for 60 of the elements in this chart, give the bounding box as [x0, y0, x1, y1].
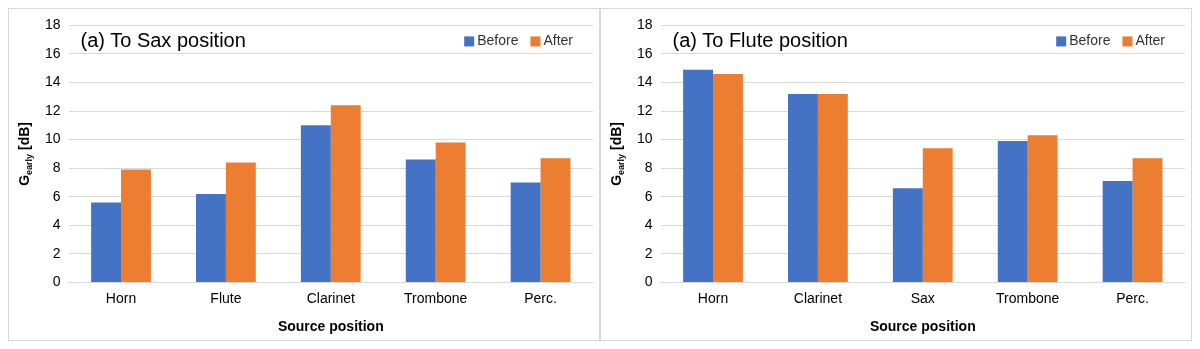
y-tick-label: 6 — [52, 187, 61, 204]
y-tick-label: 12 — [44, 101, 61, 118]
bar — [300, 125, 331, 282]
y-tick-label: 6 — [644, 187, 653, 204]
y-tick-label: 2 — [644, 244, 653, 261]
y-tick-label: 8 — [644, 159, 653, 176]
bar — [510, 182, 541, 282]
bar — [1027, 135, 1058, 282]
y-tick-label: 0 — [52, 273, 61, 290]
bar — [405, 159, 436, 282]
bar — [892, 188, 923, 282]
bar — [330, 105, 361, 282]
y-axis-title: Gearly [dB] — [607, 121, 627, 186]
bar — [435, 142, 466, 282]
x-tick-label: Perc. — [1116, 289, 1149, 306]
y-axis-title: Gearly [dB] — [15, 121, 35, 186]
chart-title: (a) To Flute position — [672, 28, 848, 51]
y-tick-label: 2 — [52, 244, 61, 261]
bar — [225, 162, 256, 282]
bar — [91, 202, 122, 282]
y-tick-label: 0 — [644, 273, 653, 290]
y-tick-label: 12 — [636, 101, 653, 118]
bar — [1132, 158, 1163, 282]
legend-label: After — [1135, 32, 1166, 49]
chart-title: (a) To Sax position — [80, 28, 246, 51]
bar — [1102, 181, 1133, 282]
bar — [997, 141, 1028, 282]
y-tick-label: 16 — [636, 44, 653, 61]
bar — [713, 73, 743, 282]
bar — [121, 169, 151, 282]
bar — [817, 93, 848, 282]
bar — [788, 93, 818, 282]
x-tick-label: Trombone — [996, 289, 1060, 306]
bar — [196, 193, 226, 282]
y-tick-label: 4 — [644, 216, 653, 233]
y-tick-label: 10 — [44, 130, 61, 147]
bar — [922, 148, 953, 282]
bar — [540, 158, 571, 282]
x-tick-label: Clarinet — [793, 289, 843, 306]
y-tick-label: 4 — [52, 216, 61, 233]
y-tick-label: 16 — [44, 44, 61, 61]
y-tick-label: 8 — [52, 159, 61, 176]
x-tick-label: Horn — [697, 289, 729, 306]
x-axis-title: Source position — [277, 318, 384, 335]
legend-label: Before — [477, 32, 519, 49]
x-tick-label: Trombone — [404, 289, 468, 306]
x-tick-label: Clarinet — [306, 289, 356, 306]
y-tick-label: 18 — [44, 16, 61, 33]
y-tick-label: 14 — [44, 73, 61, 90]
y-tick-label: 10 — [636, 130, 653, 147]
x-tick-label: Horn — [105, 289, 137, 306]
x-axis-title: Source position — [869, 318, 976, 335]
x-tick-label: Flute — [210, 289, 242, 306]
legend-label: After — [543, 32, 574, 49]
y-tick-label: 14 — [636, 73, 653, 90]
bar — [683, 69, 714, 282]
legend-label: Before — [1069, 32, 1111, 49]
y-tick-label: 18 — [636, 16, 653, 33]
x-tick-label: Perc. — [524, 289, 557, 306]
x-tick-label: Sax — [910, 289, 935, 306]
